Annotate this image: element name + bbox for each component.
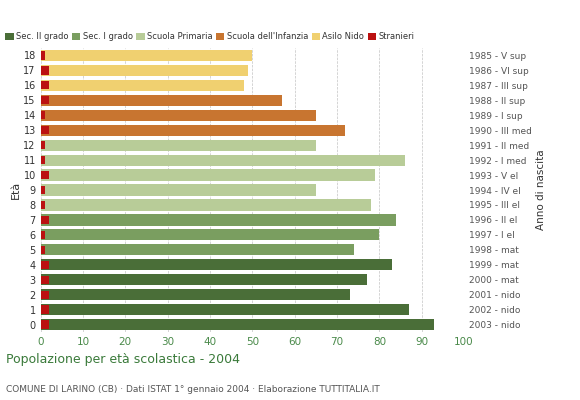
Bar — [41, 276, 49, 284]
Bar — [41, 246, 45, 254]
Bar — [41, 154, 405, 166]
Bar — [41, 156, 45, 164]
Bar — [41, 126, 49, 134]
Bar — [41, 186, 45, 194]
Y-axis label: Anno di nascita: Anno di nascita — [536, 150, 546, 230]
Bar — [41, 199, 371, 210]
Legend: Sec. II grado, Sec. I grado, Scuola Primaria, Scuola dell'Infanzia, Asilo Nido, : Sec. II grado, Sec. I grado, Scuola Prim… — [5, 32, 415, 41]
Bar — [41, 231, 45, 239]
Bar — [41, 95, 282, 106]
Bar — [41, 290, 49, 299]
Bar — [41, 51, 45, 60]
Bar — [41, 171, 49, 179]
Bar — [41, 65, 248, 76]
Bar — [41, 111, 45, 119]
Bar — [41, 110, 316, 121]
Bar — [41, 306, 49, 314]
Bar — [41, 214, 396, 226]
Bar — [41, 261, 49, 269]
Bar — [41, 50, 252, 61]
Bar — [41, 184, 316, 196]
Bar — [41, 66, 49, 74]
Bar — [41, 141, 45, 149]
Text: COMUNE DI LARINO (CB) · Dati ISTAT 1° gennaio 2004 · Elaborazione TUTTITALIA.IT: COMUNE DI LARINO (CB) · Dati ISTAT 1° ge… — [6, 385, 379, 394]
Bar — [41, 259, 392, 270]
Bar — [41, 216, 49, 224]
Bar — [41, 170, 375, 181]
Bar — [41, 319, 434, 330]
Bar — [41, 80, 244, 91]
Bar — [41, 244, 354, 255]
Y-axis label: Età: Età — [10, 181, 20, 199]
Text: Popolazione per età scolastica - 2004: Popolazione per età scolastica - 2004 — [6, 353, 240, 366]
Bar — [41, 274, 367, 285]
Bar — [41, 304, 409, 315]
Bar — [41, 96, 49, 104]
Bar — [41, 201, 45, 209]
Bar — [41, 320, 49, 329]
Bar — [41, 229, 379, 240]
Bar — [41, 81, 49, 90]
Bar — [41, 125, 346, 136]
Bar — [41, 140, 316, 151]
Bar — [41, 289, 350, 300]
